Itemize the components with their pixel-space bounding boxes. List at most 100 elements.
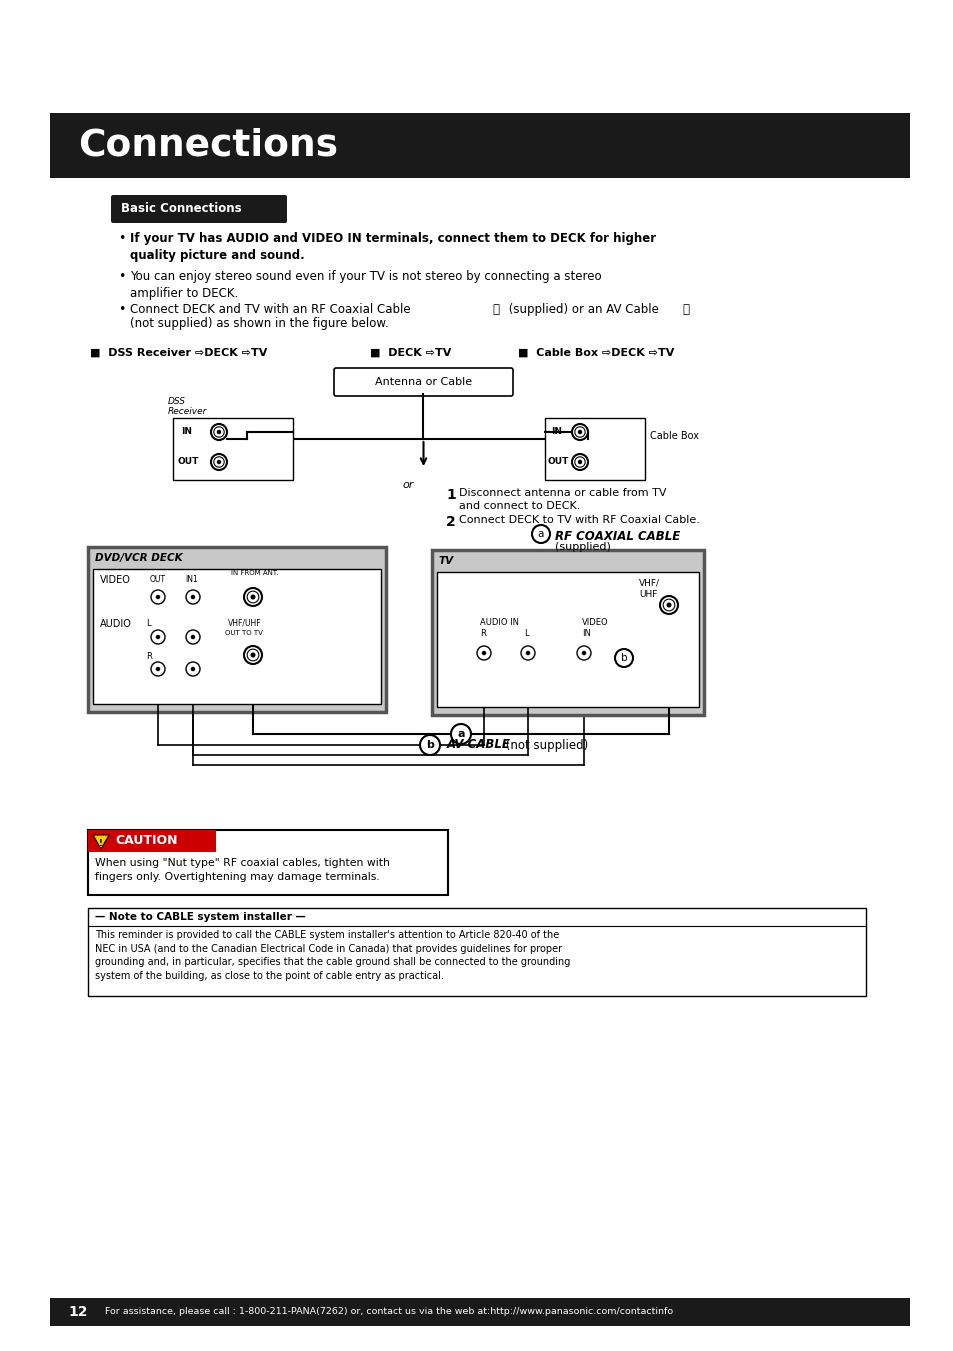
- FancyBboxPatch shape: [88, 908, 865, 996]
- Text: DSS
Receiver: DSS Receiver: [168, 397, 207, 416]
- Text: VHF/: VHF/: [639, 578, 659, 586]
- FancyBboxPatch shape: [432, 550, 703, 715]
- Text: AUDIO: AUDIO: [100, 619, 132, 630]
- FancyBboxPatch shape: [111, 195, 287, 223]
- Circle shape: [244, 646, 262, 663]
- Text: OUT TO TV: OUT TO TV: [225, 630, 263, 636]
- FancyBboxPatch shape: [172, 417, 293, 480]
- Text: a: a: [537, 530, 543, 539]
- Text: (supplied) or an AV Cable: (supplied) or an AV Cable: [504, 303, 662, 316]
- Text: — Note to CABLE system installer —: — Note to CABLE system installer —: [95, 912, 305, 921]
- Circle shape: [577, 646, 590, 661]
- Circle shape: [578, 430, 581, 434]
- FancyBboxPatch shape: [88, 547, 386, 712]
- Text: Antenna or Cable: Antenna or Cable: [375, 377, 472, 386]
- Circle shape: [151, 590, 165, 604]
- Circle shape: [244, 588, 262, 607]
- Circle shape: [155, 635, 160, 639]
- Text: VIDEO: VIDEO: [100, 576, 131, 585]
- Circle shape: [572, 424, 587, 440]
- FancyBboxPatch shape: [334, 367, 513, 396]
- Text: a: a: [456, 730, 464, 739]
- Circle shape: [251, 594, 255, 600]
- Circle shape: [251, 653, 255, 658]
- Text: b: b: [620, 653, 627, 663]
- Text: Basic Connections: Basic Connections: [121, 203, 241, 216]
- Circle shape: [155, 667, 160, 671]
- Text: !: !: [99, 839, 103, 847]
- Circle shape: [572, 454, 587, 470]
- Circle shape: [151, 662, 165, 676]
- Circle shape: [581, 651, 586, 655]
- Text: You can enjoy stereo sound even if your TV is not stereo by connecting a stereo
: You can enjoy stereo sound even if your …: [130, 270, 601, 300]
- Text: •: •: [118, 232, 125, 245]
- Text: UHF: UHF: [639, 590, 657, 598]
- FancyBboxPatch shape: [544, 417, 644, 480]
- Text: If your TV has AUDIO and VIDEO IN terminals, connect them to DECK for higher
qua: If your TV has AUDIO and VIDEO IN termin…: [130, 232, 656, 262]
- Circle shape: [615, 648, 633, 667]
- Text: (not supplied) as shown in the figure below.: (not supplied) as shown in the figure be…: [130, 317, 388, 330]
- Text: VHF/UHF: VHF/UHF: [228, 619, 261, 628]
- Text: •: •: [118, 303, 125, 316]
- FancyBboxPatch shape: [436, 571, 699, 707]
- Text: Connect DECK to TV with RF Coaxial Cable.: Connect DECK to TV with RF Coaxial Cable…: [458, 515, 700, 526]
- Circle shape: [520, 646, 535, 661]
- Circle shape: [476, 646, 491, 661]
- Text: Disconnect antenna or cable from TV
and connect to DECK.: Disconnect antenna or cable from TV and …: [458, 488, 666, 511]
- Text: OUT: OUT: [150, 576, 166, 584]
- Text: When using "Nut type" RF coaxial cables, tighten with
fingers only. Overtighteni: When using "Nut type" RF coaxial cables,…: [95, 858, 390, 882]
- Circle shape: [211, 454, 227, 470]
- Text: 1: 1: [446, 488, 456, 503]
- Text: This reminder is provided to call the CABLE system installer's attention to Arti: This reminder is provided to call the CA…: [95, 929, 570, 981]
- Text: (not supplied): (not supplied): [501, 739, 588, 751]
- Circle shape: [191, 667, 195, 671]
- Text: TV: TV: [438, 557, 454, 566]
- Text: IN: IN: [551, 427, 561, 436]
- Circle shape: [155, 594, 160, 600]
- Text: VIDEO: VIDEO: [581, 617, 608, 627]
- Text: 12: 12: [68, 1305, 88, 1319]
- Circle shape: [666, 603, 671, 608]
- Circle shape: [191, 594, 195, 600]
- Text: RF COAXIAL CABLE: RF COAXIAL CABLE: [555, 530, 679, 543]
- Text: (supplied): (supplied): [555, 542, 610, 553]
- FancyBboxPatch shape: [50, 1298, 909, 1325]
- Text: AV CABLE: AV CABLE: [447, 739, 511, 751]
- Circle shape: [481, 651, 486, 655]
- Circle shape: [186, 630, 200, 644]
- Text: ■  Cable Box ⇨DECK ⇨TV: ■ Cable Box ⇨DECK ⇨TV: [517, 349, 674, 358]
- Circle shape: [532, 526, 550, 543]
- Circle shape: [151, 630, 165, 644]
- Text: Cable Box: Cable Box: [649, 431, 699, 440]
- Text: OUT: OUT: [547, 458, 569, 466]
- Circle shape: [186, 662, 200, 676]
- Text: L: L: [523, 630, 528, 638]
- FancyBboxPatch shape: [88, 830, 215, 852]
- Circle shape: [525, 651, 530, 655]
- Text: ⓐ: ⓐ: [492, 303, 498, 316]
- Circle shape: [191, 635, 195, 639]
- Text: CAUTION: CAUTION: [115, 835, 177, 847]
- Text: or: or: [402, 480, 414, 490]
- Circle shape: [216, 459, 221, 465]
- Circle shape: [659, 596, 678, 613]
- Text: DVD/VCR DECK: DVD/VCR DECK: [95, 553, 182, 563]
- Text: b: b: [426, 740, 434, 750]
- Text: R: R: [146, 653, 152, 661]
- Text: For assistance, please call : 1-800-211-PANA(7262) or, contact us via the web at: For assistance, please call : 1-800-211-…: [105, 1308, 673, 1316]
- Polygon shape: [92, 835, 109, 848]
- Circle shape: [216, 430, 221, 434]
- FancyBboxPatch shape: [92, 569, 380, 704]
- Text: •: •: [118, 270, 125, 282]
- Text: R: R: [479, 630, 485, 638]
- FancyBboxPatch shape: [50, 113, 909, 178]
- Text: L: L: [146, 619, 151, 628]
- Text: IN1: IN1: [185, 576, 197, 584]
- Text: AUDIO IN: AUDIO IN: [479, 617, 518, 627]
- Circle shape: [186, 590, 200, 604]
- Circle shape: [578, 459, 581, 465]
- Text: 2: 2: [446, 515, 456, 530]
- Text: OUT: OUT: [178, 458, 199, 466]
- Text: ⓑ: ⓑ: [681, 303, 688, 316]
- Text: IN: IN: [581, 630, 590, 638]
